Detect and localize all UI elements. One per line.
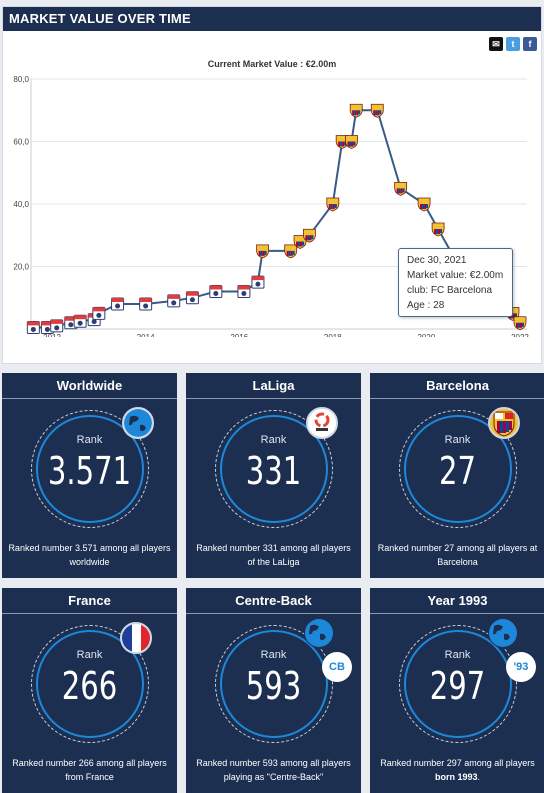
barcelona-crest-point[interactable] [417,197,431,212]
lyon-crest-point[interactable] [111,297,125,311]
y-tick-label: 60,0 [13,138,29,147]
france-flag-icon [120,622,152,654]
card-title: Centre-Back [186,588,361,614]
rank-description: Ranked number 331 among all players of t… [196,543,351,567]
lyon-crest-point[interactable] [167,294,181,308]
email-icon[interactable]: ✉ [489,37,503,51]
rank-value: 3.571 [47,449,132,493]
lyon-crest-point[interactable] [185,291,199,305]
barcelona-crest-point[interactable] [349,103,363,118]
rank-value: 27 [439,449,476,493]
rank-card-position: Centre-Back Rank 593 CB Ranked number 59… [186,588,361,793]
card-title: Worldwide [2,373,177,399]
x-tick-label: 2016 [230,333,248,337]
x-tick-label: 2022 [511,333,529,337]
rank-description-prefix: Ranked number 297 among all players [380,758,535,768]
card-title: France [2,588,177,614]
tooltip-date: Dec 30, 2021 [407,255,467,266]
globe-icon [488,618,518,648]
globe-icon [122,407,154,439]
position-tag: CB [322,652,352,682]
rank-description: Ranked number 266 among all players from… [12,758,167,782]
facebook-icon[interactable]: f [523,37,537,51]
rank-description: Ranked number 27 among all players at Ba… [377,543,538,567]
market-value-chart: 80,0 60,0 40,0 20,0 2012 2014 2016 2018 2020 2022 [13,75,529,337]
rank-label: Rank [260,434,287,446]
lyon-crest-point[interactable] [50,319,64,333]
current-market-value: Current Market Value : €2.00m [207,59,337,69]
barcelona-crest-point[interactable] [394,181,408,196]
lyon-crest-point[interactable] [209,285,223,298]
barcelona-crest-point[interactable] [293,235,307,249]
rank-ring [215,410,333,528]
barcelona-crest-point[interactable] [345,135,358,149]
barcelona-crest-point[interactable] [326,197,340,212]
x-tick-label: 2014 [137,333,155,337]
barcelona-crest-point[interactable] [284,244,298,259]
x-tick-label: 2020 [417,333,435,337]
rank-card-worldwide: Worldwide Rank 3.571 Ranked number 3.571… [2,373,177,578]
rank-label: Rank [76,434,103,446]
rank-description-bold: born 1993 [434,772,478,782]
panel-title: MARKET VALUE OVER TIME [3,7,541,31]
lyon-crest-point[interactable] [251,275,265,289]
lyon-crest-point[interactable] [139,297,153,311]
x-tick-label: 2012 [43,333,61,337]
x-tick-label: 2018 [324,333,342,337]
share-bar: ✉ t f [489,37,537,51]
rank-card-club: Barcelona Rank 27 Ranked number 27 among… [370,373,544,578]
market-value-panel: MARKET VALUE OVER TIME ✉ t f Current Mar… [2,6,542,364]
tooltip-age: Age : 28 [407,300,445,311]
rank-label: Rank [444,434,471,446]
card-title: Barcelona [370,373,544,399]
globe-icon [304,618,334,648]
rank-card-country: France Rank 266 Ranked number 266 among … [2,588,177,793]
twitter-icon[interactable]: t [506,37,520,51]
y-tick-label: 40,0 [13,200,29,209]
rank-description-suffix: . [477,772,481,782]
rank-description: Ranked number 593 among all players play… [196,758,351,782]
y-tick-label: 80,0 [13,75,29,84]
rank-label: Rank [260,649,287,661]
lyon-crest-point[interactable] [92,306,106,320]
rank-description: Ranked number 297 among all players born… [376,756,539,784]
barcelona-crest-point[interactable] [431,222,445,237]
barcelona-crest-point[interactable] [370,103,384,118]
tooltip-club: club: FC Barcelona [407,285,493,296]
y-tick-label: 20,0 [13,263,29,272]
rank-ring [31,625,149,743]
rank-ring [399,410,517,528]
rank-value: 266 [61,664,118,708]
barcelona-crest-point[interactable] [513,316,527,331]
rank-ring [215,625,333,743]
rank-ring [399,625,517,743]
lyon-crest-point[interactable] [26,320,40,334]
tooltip-value: Market value: €2.00m [407,270,504,281]
rank-card-year: Year 1993 Rank 297 '93 Ranked number 297… [370,588,544,793]
rank-ring [31,410,149,528]
barcelona-crest-point[interactable] [256,244,270,259]
barcelona-crest-point[interactable] [303,228,316,243]
lyon-crest-point[interactable] [237,285,251,298]
barcelona-crest-icon [488,407,520,439]
rank-label: Rank [444,649,471,661]
rank-value: 593 [245,664,302,708]
year-tag: '93 [506,652,536,682]
card-title: LaLiga [186,373,361,399]
lyon-crest-point[interactable] [73,314,87,328]
rank-description: Ranked number 3.571 among all players wo… [8,543,171,567]
rank-card-laliga: LaLiga Rank 331 Ranked number 331 among … [186,373,361,578]
rank-label: Rank [76,649,103,661]
rank-value: 331 [245,449,302,493]
chart-tooltip: Dec 30, 2021 Market value: €2.00m club: … [398,248,513,317]
laliga-logo-icon [306,407,338,439]
rank-value: 297 [429,664,486,708]
card-title: Year 1993 [370,588,544,614]
